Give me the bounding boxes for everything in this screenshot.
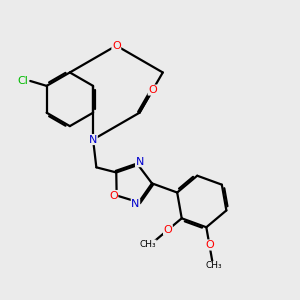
Text: O: O — [109, 190, 118, 200]
Text: N: N — [131, 199, 140, 209]
Text: N: N — [89, 134, 97, 145]
Text: O: O — [205, 240, 214, 250]
Text: O: O — [148, 85, 157, 95]
Text: CH₃: CH₃ — [140, 240, 156, 249]
Text: Cl: Cl — [18, 76, 28, 86]
Text: O: O — [112, 40, 121, 51]
Text: N: N — [136, 157, 144, 167]
Text: CH₃: CH₃ — [206, 261, 223, 270]
Text: O: O — [164, 225, 172, 235]
